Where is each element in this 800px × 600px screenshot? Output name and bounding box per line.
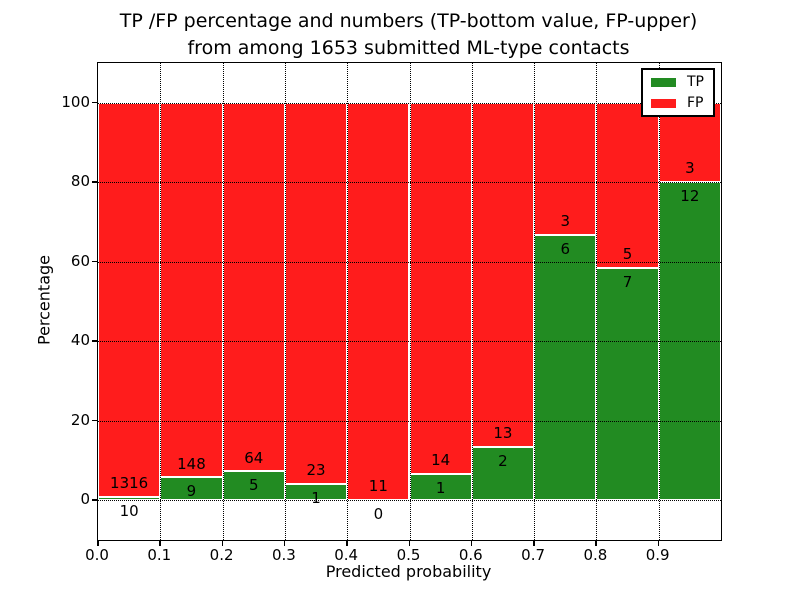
- y-tick-mark: [92, 101, 97, 104]
- grid-line-v: [160, 63, 162, 540]
- bar-segment-fp: [98, 102, 161, 498]
- bar-segment-tp: [534, 235, 597, 501]
- bar-count-label-tp: 12: [680, 187, 700, 206]
- x-tick-mark: [221, 541, 224, 546]
- bar-segment-tp: [596, 268, 659, 501]
- bar-segment-tp: [98, 497, 161, 501]
- grid-line-v: [658, 63, 660, 540]
- bar-count-label-tp: 5: [248, 476, 259, 495]
- y-tick-label: 80: [70, 172, 90, 191]
- bar-count-label-fp: 1316: [110, 474, 149, 493]
- chart-title: TP /FP percentage and numbers (TP-bottom…: [97, 8, 720, 62]
- grid-line-v: [534, 63, 536, 540]
- legend: TP FP: [641, 68, 715, 117]
- x-tick-label: 0.0: [85, 546, 109, 564]
- x-tick-label: 0.7: [521, 546, 546, 564]
- y-tick-mark: [92, 181, 97, 183]
- bar-count-label-tp: 7: [622, 273, 633, 292]
- bar-count-label-tp: 9: [186, 482, 197, 501]
- bar-segment-fp: [534, 102, 597, 236]
- grid-line-v: [596, 63, 598, 540]
- bar-segment-fp: [222, 102, 285, 472]
- x-tick-label: 0.3: [271, 546, 296, 564]
- x-tick-mark: [533, 541, 535, 546]
- bar-count-label-tp: 2: [498, 452, 508, 471]
- bar-count-label-fp: 64: [244, 448, 264, 467]
- y-tick-label: 60: [70, 251, 90, 270]
- grid-line-v: [471, 63, 473, 540]
- x-tick-mark: [657, 541, 660, 546]
- bar-segment-fp: [596, 102, 659, 269]
- chart-title-line-2: from among 1653 submitted ML-type contac…: [187, 37, 630, 59]
- y-tick-label: 40: [70, 331, 90, 350]
- bar-count-label-tp: 0: [373, 505, 384, 524]
- x-tick-mark: [283, 541, 286, 546]
- y-tick-mark: [92, 419, 97, 422]
- bar-count-label-fp: 11: [368, 477, 388, 496]
- y-tick-mark: [92, 499, 97, 501]
- x-tick-mark: [470, 541, 473, 546]
- bar-segment-tp: [222, 471, 285, 501]
- bar-count-label-fp: 13: [493, 424, 513, 443]
- bar-segment-fp: [347, 102, 410, 501]
- bar-segment-tp: [409, 473, 472, 501]
- x-tick-mark: [159, 541, 161, 546]
- bar-count-label-fp: 23: [306, 460, 326, 479]
- bar-segment-fp: [284, 102, 348, 484]
- x-tick-label: 0.8: [583, 546, 608, 564]
- x-tick-mark: [346, 541, 348, 546]
- bar-segment-fp: [160, 102, 223, 478]
- x-axis-label: Predicted probability: [325, 562, 492, 581]
- x-tick-mark: [97, 541, 99, 546]
- x-tick-label: 0.1: [147, 546, 172, 564]
- grid-line-v: [347, 63, 349, 540]
- x-tick-mark: [408, 541, 410, 546]
- bar-count-label-tp: 1: [435, 478, 446, 497]
- plot-area: TP FP 1316 10 148 9 64 5 23 1 11 0 14 1 13 2 3 6 5 7 3 12: [97, 62, 722, 541]
- x-tick-mark: [595, 541, 597, 546]
- chart-title-line-1: TP /FP percentage and numbers (TP-bottom…: [119, 10, 698, 32]
- y-tick-label: 100: [61, 92, 90, 111]
- x-tick-label: 0.9: [645, 546, 670, 564]
- grid-line-v: [284, 63, 286, 540]
- grid-line-v: [222, 63, 224, 540]
- grid-line-v: [409, 63, 411, 540]
- x-tick-label: 0.5: [396, 546, 421, 564]
- legend-swatch-tp: [651, 77, 676, 87]
- y-tick-mark: [92, 260, 97, 263]
- bar-count-label-tp: 6: [560, 240, 571, 259]
- y-tick-mark: [92, 340, 97, 342]
- legend-label: TP: [687, 74, 704, 90]
- y-tick-label: 20: [70, 410, 90, 429]
- legend-entry: TP: [651, 75, 704, 89]
- legend-label: FP: [687, 95, 704, 111]
- bar-segment-fp: [471, 102, 535, 448]
- x-tick-label: 0.6: [458, 546, 483, 564]
- x-tick-label: 0.4: [334, 546, 359, 564]
- legend-entry: FP: [651, 96, 704, 110]
- bar-count-label-fp: 5: [622, 245, 633, 264]
- bar-count-label-tp: 1: [311, 488, 321, 507]
- bar-count-label-fp: 3: [560, 212, 571, 231]
- bar-count-label-fp: 14: [431, 450, 451, 469]
- y-tick-label: 0: [80, 490, 90, 509]
- bar-count-label-tp: 10: [119, 502, 139, 521]
- bar-count-label-fp: 148: [177, 454, 206, 473]
- bar-segment-fp: [409, 102, 472, 474]
- x-tick-label: 0.2: [209, 546, 234, 564]
- legend-swatch-fp: [651, 98, 676, 108]
- bar-count-label-fp: 3: [685, 159, 695, 178]
